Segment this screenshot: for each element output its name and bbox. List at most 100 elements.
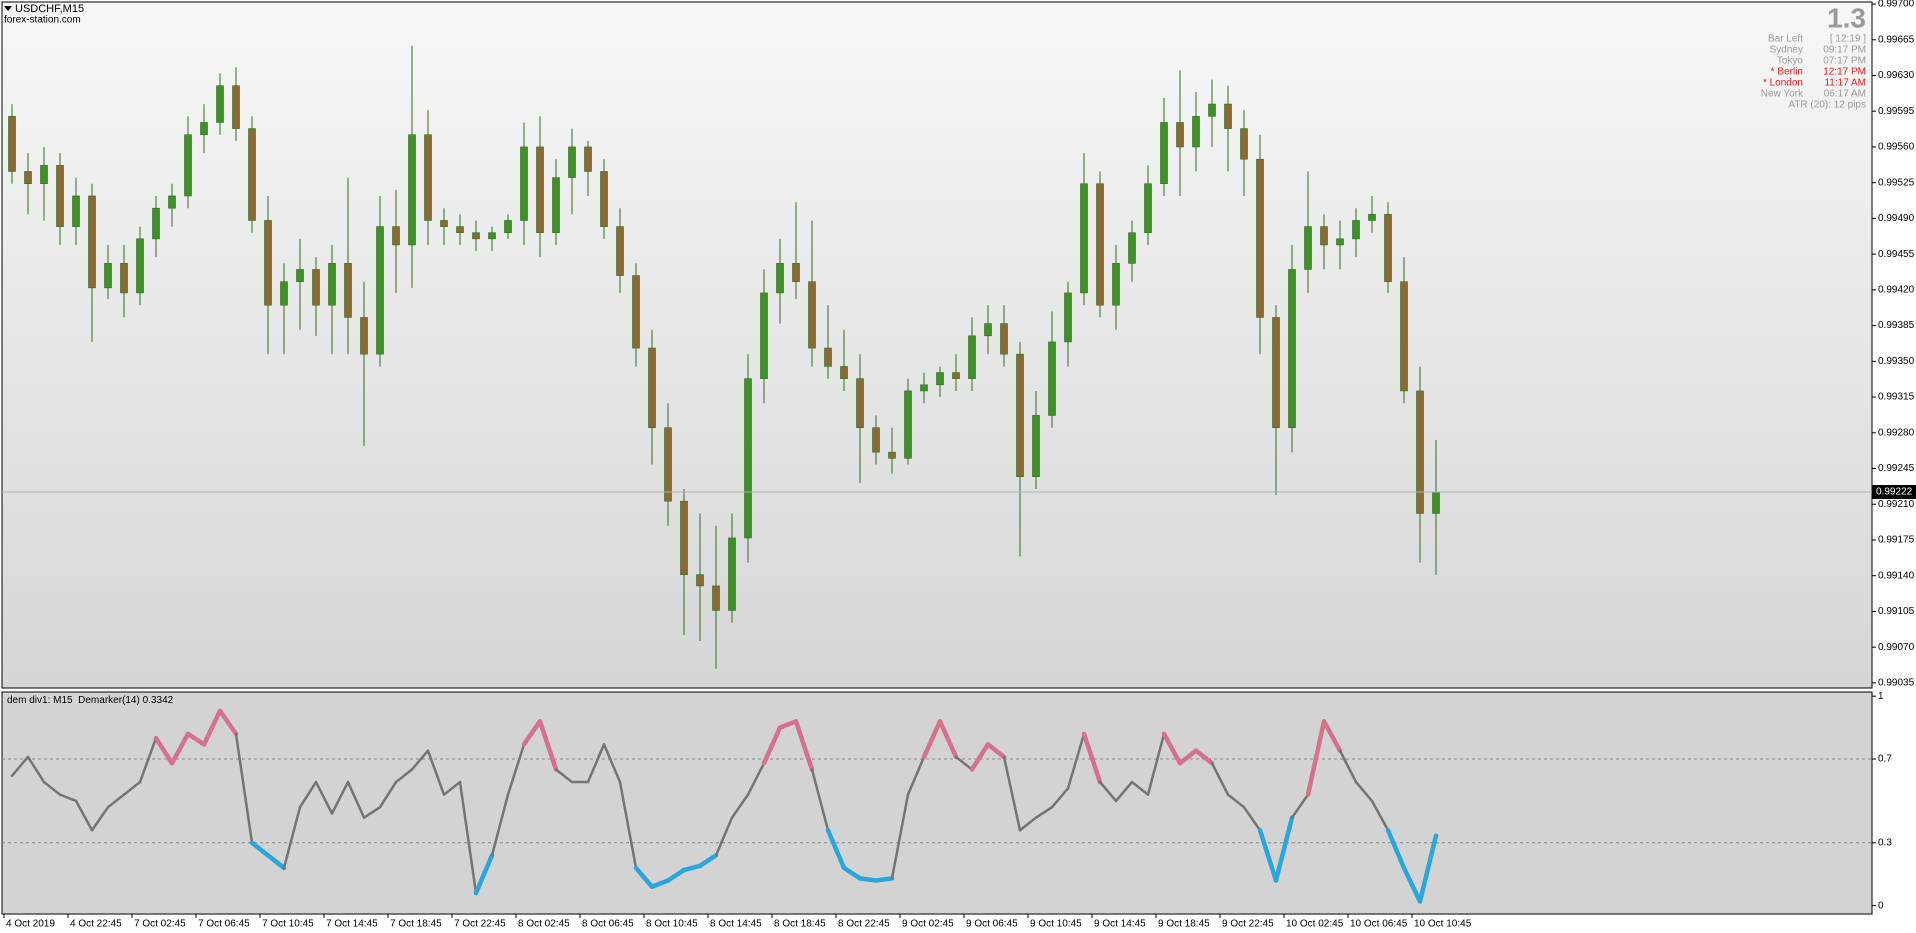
indicator-segment <box>282 805 302 870</box>
candle-body <box>1288 269 1296 428</box>
indicator-segment <box>1177 748 1199 766</box>
indicator-segment <box>697 853 719 869</box>
candle-body <box>952 372 960 379</box>
indicator-y-tick-label: 0.3 <box>1878 837 1892 848</box>
candle-body <box>456 226 464 234</box>
indicator-segment <box>1098 780 1118 803</box>
candle-body <box>856 378 864 428</box>
indicator-segment <box>937 719 959 760</box>
x-tick-label: 7 Oct 06:45 <box>198 919 250 930</box>
candle-body <box>184 134 192 197</box>
candle-body <box>1304 226 1312 270</box>
indicator-segment <box>185 731 207 747</box>
candle-body <box>136 238 144 294</box>
info-label: New York <box>1761 89 1804 100</box>
info-label: Tokyo <box>1777 56 1804 67</box>
indicator-segment <box>330 780 350 815</box>
indicator-segment <box>1210 761 1230 796</box>
indicator-segment <box>1226 793 1246 809</box>
candle-body <box>1368 214 1376 221</box>
y-tick-label: 0.99175 <box>1878 535 1915 546</box>
price-label: 0.99222 <box>1876 487 1913 498</box>
x-tick-label: 10 Oct 02:45 <box>1286 919 1344 930</box>
indicator-segment <box>649 878 671 890</box>
candle-body <box>344 263 352 318</box>
indicator-segment <box>314 780 334 815</box>
indicator-segment <box>1273 815 1295 883</box>
y-tick-label: 0.99210 <box>1878 499 1915 510</box>
candle-body <box>648 347 656 428</box>
candle-body <box>552 177 560 234</box>
candle-body <box>760 292 768 379</box>
candle-body <box>744 378 752 539</box>
symbol: USDCHF,M15 <box>15 3 84 15</box>
x-tick-label: 8 Oct 02:45 <box>518 919 570 930</box>
indicator-segment <box>394 768 414 784</box>
candle-body <box>1352 220 1360 240</box>
indicator-segment <box>825 827 847 871</box>
candle-body <box>1080 183 1088 294</box>
info-value: [ 12:19 ] <box>1830 34 1866 45</box>
candle-body <box>1096 183 1104 306</box>
indicator-segment <box>1193 748 1215 766</box>
indicator-segment <box>1305 719 1327 797</box>
indicator-segment <box>730 793 750 819</box>
y-tick-label: 0.99070 <box>1878 642 1915 653</box>
x-tick-label: 7 Oct 18:45 <box>390 919 442 930</box>
candle-body <box>904 390 912 459</box>
candle-body <box>72 195 80 227</box>
candle-body <box>1064 292 1072 343</box>
indicator-segment <box>1370 799 1390 832</box>
x-tick-label: 9 Oct 10:45 <box>1030 919 1082 930</box>
x-tick-label: 9 Oct 02:45 <box>902 919 954 930</box>
info-label: Bar Left <box>1768 34 1803 45</box>
x-tick-label: 7 Oct 14:45 <box>326 919 378 930</box>
indicator-segment <box>442 780 462 796</box>
indicator-segment <box>1321 719 1343 753</box>
indicator-segment <box>346 780 366 819</box>
x-tick-label: 4 Oct 2019 <box>6 919 55 930</box>
x-tick-label: 9 Oct 22:45 <box>1222 919 1274 930</box>
y-tick-label: 0.99525 <box>1878 177 1915 188</box>
candle-body <box>392 226 400 246</box>
indicator-segment <box>890 793 910 880</box>
candle-body <box>1000 323 1008 355</box>
indicator-segment <box>969 742 991 772</box>
candle-body <box>1224 103 1232 129</box>
candle-body <box>1416 390 1424 514</box>
x-tick-label: 7 Oct 10:45 <box>262 919 314 930</box>
candle-body <box>1240 128 1248 160</box>
indicator-segment <box>122 780 142 796</box>
candle-body <box>248 128 256 221</box>
x-tick-label: 8 Oct 18:45 <box>774 919 826 930</box>
y-tick-label: 0.99630 <box>1878 70 1915 81</box>
info-value: 07:17 PM <box>1823 56 1866 67</box>
indicator-segment <box>1034 805 1054 819</box>
x-tick-label: 7 Oct 22:45 <box>454 919 506 930</box>
info-value: 12:17 PM <box>1823 67 1866 78</box>
indicator-segment <box>665 867 687 883</box>
y-tick-label: 0.99560 <box>1878 142 1915 153</box>
y-tick-label: 0.99280 <box>1878 427 1915 438</box>
candle-body <box>376 226 384 355</box>
candle-body <box>312 269 320 306</box>
candle-body <box>520 146 528 221</box>
candle-body <box>168 195 176 209</box>
indicator-title: dem div1: M15 Demarker(14) <box>7 695 140 706</box>
indicator-segment <box>362 805 382 819</box>
indicator-segment <box>810 768 830 832</box>
x-tick-label: 4 Oct 22:45 <box>70 919 122 930</box>
info-label: * Berlin <box>1771 67 1803 78</box>
candle-body <box>632 275 640 349</box>
indicator-segment <box>26 755 46 784</box>
x-tick-label: 7 Oct 02:45 <box>134 919 186 930</box>
indicator-segment <box>490 793 510 857</box>
indicator-segment <box>249 840 271 858</box>
menu-arrow[interactable] <box>4 6 12 11</box>
info-label: Sydney <box>1770 45 1803 56</box>
x-tick-label: 8 Oct 22:45 <box>838 919 890 930</box>
candle-body <box>200 122 208 136</box>
indicator-segment <box>1130 780 1150 796</box>
indicator-segment <box>985 742 1007 760</box>
candle-body <box>568 146 576 178</box>
